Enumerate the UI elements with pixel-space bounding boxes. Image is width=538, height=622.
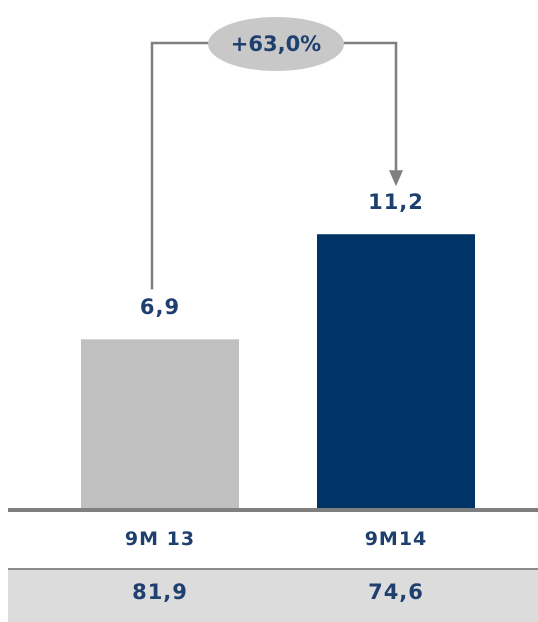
- bar-value-label-9m13: 6,9: [139, 295, 181, 320]
- summary-row: 81,9 74,6: [8, 568, 538, 622]
- bar-9m13: [81, 339, 239, 508]
- bar-value-label-9m14: 11,2: [368, 190, 424, 215]
- bar-9m14: [317, 234, 475, 508]
- summary-value-9m14: 74,6: [368, 580, 424, 604]
- bar-chart: [8, 41, 538, 512]
- category-label-9m14: 9M14: [364, 528, 428, 550]
- growth-connector-right: [340, 41, 398, 173]
- growth-connector-left: [150, 41, 212, 290]
- growth-arrow-head: [389, 170, 403, 187]
- summary-value-9m13: 81,9: [132, 580, 188, 604]
- growth-badge: +63,0%: [208, 17, 344, 71]
- category-label-9m13: 9M 13: [124, 528, 196, 550]
